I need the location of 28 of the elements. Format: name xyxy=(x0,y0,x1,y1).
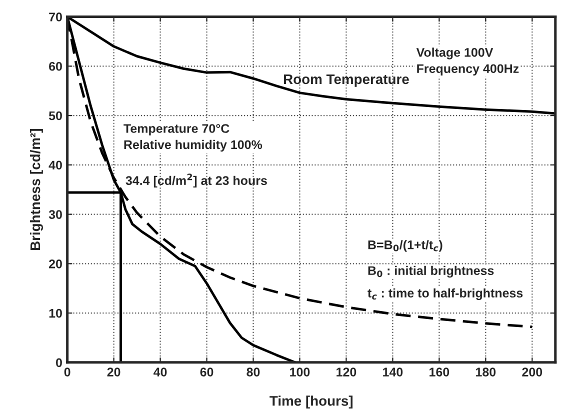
annotation: B$_{0}$ : initial brightness xyxy=(368,266,494,278)
x-tick-label: 140 xyxy=(383,368,403,376)
y-tick-label: 60 xyxy=(49,62,62,71)
annotation: Temperature 70°C Relative humidity 100% xyxy=(124,124,262,152)
x-axis-title: Time [hours] xyxy=(270,396,353,409)
y-tick-label: 20 xyxy=(48,259,62,268)
y-tick-label: 40 xyxy=(48,160,62,170)
x-tick-label: 160 xyxy=(430,368,450,376)
x-tick-label: 180 xyxy=(476,368,496,376)
series-label: Room Temperature xyxy=(284,74,409,87)
x-tick-label: 120 xyxy=(336,368,356,376)
x-tick-label: 80 xyxy=(246,368,260,376)
x-tick-label: 40 xyxy=(154,368,167,376)
annotation: Voltage 100V Frequency 400Hz xyxy=(416,48,519,76)
y-tick-label: 0 xyxy=(56,358,62,368)
x-tick-label: 200 xyxy=(522,368,542,376)
y-tick-label: 70 xyxy=(49,12,62,22)
annotation: B=B$_{0}$/(1+t/t$_{c}$) xyxy=(368,240,442,252)
x-tick-label: 60 xyxy=(200,368,214,376)
x-tick-label: 0 xyxy=(64,368,70,376)
annotation: 34.4 [cd/m$^{2}$] at 23 hours xyxy=(126,174,267,188)
y-tick-label: 10 xyxy=(49,308,62,318)
y-tick-label: 30 xyxy=(48,210,62,219)
x-tick-label: 100 xyxy=(290,368,310,376)
annotation: t$_{c}$ : time to half-brightness xyxy=(368,288,523,300)
x-tick-label: 20 xyxy=(107,368,120,376)
y-axis-title: Brightness [cd/m²] xyxy=(30,129,43,250)
y-tick-label: 50 xyxy=(48,111,62,120)
